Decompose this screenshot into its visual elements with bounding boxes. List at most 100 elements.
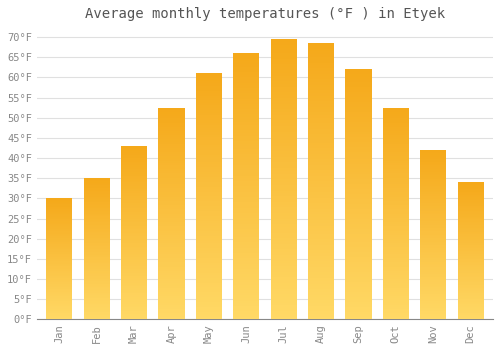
Bar — [158, 211, 184, 214]
Bar — [420, 277, 446, 279]
Bar — [84, 313, 110, 314]
Bar — [46, 270, 72, 271]
Bar — [382, 146, 409, 148]
Bar — [458, 250, 483, 251]
Bar — [196, 310, 222, 312]
Bar — [233, 154, 260, 157]
Bar — [196, 214, 222, 216]
Bar — [270, 165, 296, 168]
Bar — [158, 161, 184, 163]
Bar — [382, 275, 409, 277]
Bar — [458, 251, 483, 252]
Bar — [121, 160, 147, 162]
Bar — [233, 64, 260, 66]
Bar — [308, 63, 334, 65]
Bar — [458, 307, 483, 308]
Bar — [420, 247, 446, 248]
Bar — [420, 279, 446, 280]
Bar — [121, 278, 147, 280]
Bar — [158, 243, 184, 245]
Bar — [270, 213, 296, 216]
Bar — [346, 300, 372, 302]
Bar — [270, 317, 296, 320]
Bar — [158, 163, 184, 165]
Bar — [46, 201, 72, 202]
Bar — [84, 270, 110, 272]
Bar — [382, 139, 409, 142]
Bar — [196, 216, 222, 218]
Bar — [382, 205, 409, 207]
Bar — [46, 261, 72, 262]
Bar — [196, 231, 222, 233]
Bar — [158, 144, 184, 146]
Bar — [84, 208, 110, 209]
Bar — [382, 180, 409, 182]
Bar — [158, 281, 184, 284]
Bar — [458, 265, 483, 266]
Bar — [84, 184, 110, 186]
Bar — [158, 235, 184, 237]
Bar — [158, 288, 184, 290]
Bar — [346, 250, 372, 252]
Bar — [308, 228, 334, 231]
Bar — [196, 187, 222, 189]
Bar — [121, 314, 147, 316]
Bar — [121, 274, 147, 276]
Bar — [458, 233, 483, 235]
Bar — [158, 190, 184, 192]
Bar — [158, 116, 184, 118]
Bar — [196, 260, 222, 263]
Bar — [458, 225, 483, 226]
Bar — [308, 212, 334, 215]
Bar — [84, 229, 110, 231]
Bar — [46, 278, 72, 280]
Bar — [46, 222, 72, 223]
Bar — [158, 241, 184, 243]
Bar — [158, 229, 184, 231]
Bar — [158, 294, 184, 296]
Bar — [84, 205, 110, 206]
Bar — [84, 246, 110, 247]
Bar — [233, 72, 260, 75]
Bar — [121, 269, 147, 271]
Bar — [46, 266, 72, 267]
Bar — [46, 224, 72, 225]
Bar — [382, 125, 409, 127]
Bar — [458, 314, 483, 315]
Bar — [382, 277, 409, 279]
Bar — [270, 123, 296, 126]
Bar — [121, 288, 147, 290]
Bar — [458, 272, 483, 273]
Bar — [382, 167, 409, 169]
Bar — [382, 239, 409, 241]
Bar — [458, 202, 483, 203]
Bar — [196, 179, 222, 182]
Bar — [46, 212, 72, 213]
Bar — [458, 232, 483, 233]
Bar — [420, 165, 446, 167]
Bar — [233, 106, 260, 109]
Bar — [46, 226, 72, 228]
Bar — [46, 236, 72, 237]
Bar — [196, 248, 222, 251]
Bar — [458, 243, 483, 244]
Bar — [270, 104, 296, 106]
Bar — [84, 301, 110, 302]
Bar — [420, 298, 446, 299]
Bar — [270, 292, 296, 294]
Bar — [121, 182, 147, 184]
Bar — [458, 203, 483, 204]
Bar — [84, 284, 110, 286]
Bar — [420, 226, 446, 228]
Bar — [420, 179, 446, 181]
Bar — [346, 145, 372, 147]
Bar — [420, 237, 446, 238]
Bar — [270, 48, 296, 50]
Bar — [46, 251, 72, 252]
Bar — [308, 201, 334, 203]
Bar — [121, 234, 147, 236]
Bar — [233, 317, 260, 320]
Bar — [196, 199, 222, 201]
Bar — [196, 172, 222, 174]
Bar — [121, 281, 147, 283]
